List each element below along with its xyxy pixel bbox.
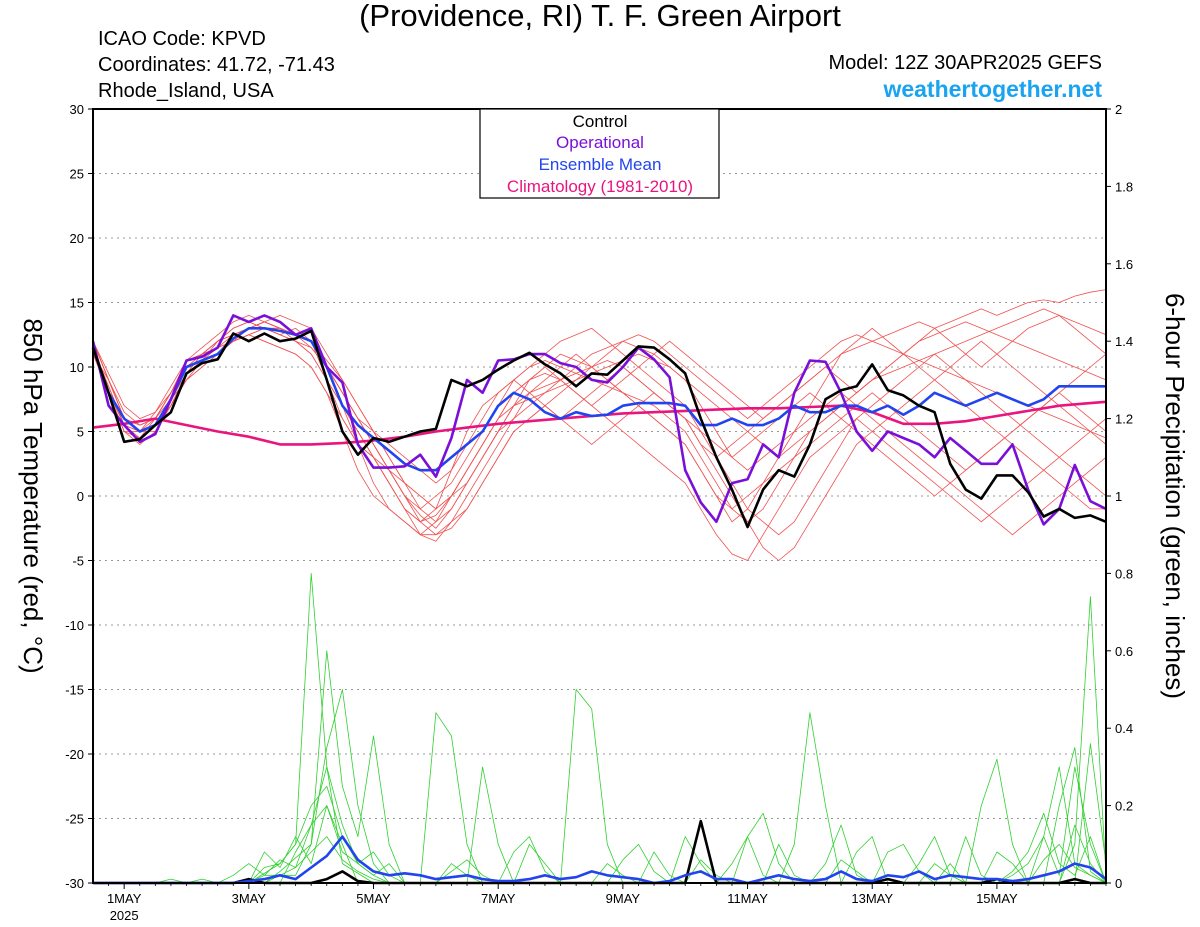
site-link[interactable]: weathertogether.net [883, 76, 1102, 102]
x-tick-label: 15MAY [976, 891, 1018, 906]
temp-member-line [92, 334, 1107, 536]
precip-member-line [93, 712, 1107, 884]
y2-tick-label: 1 [1115, 489, 1122, 504]
chart-title: (Providence, RI) T. F. Green Airport [359, 0, 841, 33]
legend-operational: Operational [556, 133, 644, 152]
highlight-series-lines [91, 314, 1107, 885]
legend-control: Control [573, 112, 628, 131]
y-axis-label: 850 hPa Temperature (red, °C) [18, 318, 48, 673]
x-tick-label: 5MAY [356, 891, 391, 906]
grid-lines [93, 173, 1106, 819]
x-tick-label: 3MAY [232, 891, 267, 906]
precip-member-line [93, 785, 1107, 884]
legend: Control Operational Ensemble Mean Climat… [479, 108, 720, 199]
precip-series-line [93, 835, 1107, 885]
axis-ticks: 302520151050-5-10-15-20-25-3021.81.61.41… [65, 102, 1133, 923]
y-tick-label: -15 [65, 683, 84, 698]
temp-member-line [92, 327, 1107, 523]
legend-box [479, 108, 720, 199]
x-tick-label: 13MAY [851, 891, 893, 906]
precip-member-line [93, 650, 1107, 884]
x-tick-label: 1MAY [107, 891, 142, 906]
coordinates: Coordinates: 41.72, -71.43 [98, 54, 335, 76]
y-tick-label: -25 [65, 812, 84, 827]
temp-member-line [92, 315, 1107, 561]
temp-member-line [92, 289, 1107, 523]
y2-tick-label: 1.8 [1115, 179, 1133, 194]
x-tick-label: 11MAY [727, 891, 768, 906]
model-label: Model: 12Z 30APR2025 GEFS [828, 52, 1102, 74]
legend-climatology: Climatology (1981-2010) [507, 177, 693, 196]
y-tick-label: 25 [70, 167, 84, 182]
y-tick-label: 30 [70, 102, 84, 117]
y-tick-label: 0 [77, 489, 84, 504]
region: Rhode_Island, USA [98, 80, 274, 102]
y-tick-label: 5 [77, 425, 84, 440]
y2-tick-label: 0 [1115, 876, 1122, 891]
temp-member-line [92, 315, 1107, 536]
y2-tick-label: 0.8 [1115, 566, 1133, 581]
temp-member-line [92, 327, 1107, 523]
temp-member-line [92, 321, 1107, 536]
y2-tick-label: 0.6 [1115, 644, 1133, 659]
y-tick-label: -5 [72, 554, 84, 569]
temp-series-line [91, 329, 1107, 529]
x-tick-label: 9MAY [606, 891, 641, 906]
y2-tick-label: 0.2 [1115, 799, 1133, 814]
y2-tick-label: 0.4 [1115, 721, 1133, 736]
temp-member-line [92, 315, 1107, 536]
y-tick-label: 20 [70, 231, 84, 246]
y2-tick-label: 1.4 [1115, 334, 1133, 349]
precip-member-line [93, 596, 1107, 884]
precip-member-line [93, 766, 1107, 884]
temp-series-line [91, 327, 1106, 472]
y-tick-label: -30 [65, 876, 84, 891]
icao-code: ICAO Code: KPVD [98, 28, 266, 50]
y2-tick-label: 1.6 [1115, 257, 1133, 272]
temp-series-line [91, 314, 1107, 526]
y-tick-label: -20 [65, 747, 84, 762]
legend-ensemble-mean: Ensemble Mean [539, 155, 662, 174]
precip-member-line [93, 573, 1107, 884]
x-tick-sublabel: 2025 [110, 908, 139, 923]
y-tick-label: -10 [65, 618, 84, 633]
y-tick-label: 10 [70, 360, 84, 375]
ensemble-member-lines [92, 289, 1107, 884]
y2-tick-label: 1.2 [1115, 412, 1133, 427]
y2-tick-label: 2 [1115, 102, 1122, 117]
x-tick-label: 7MAY [481, 891, 516, 906]
y2-axis-label: 6-hour Precipitation (green, inches) [1160, 293, 1190, 699]
precip-member-line [93, 766, 1107, 884]
y-tick-label: 15 [70, 296, 84, 311]
